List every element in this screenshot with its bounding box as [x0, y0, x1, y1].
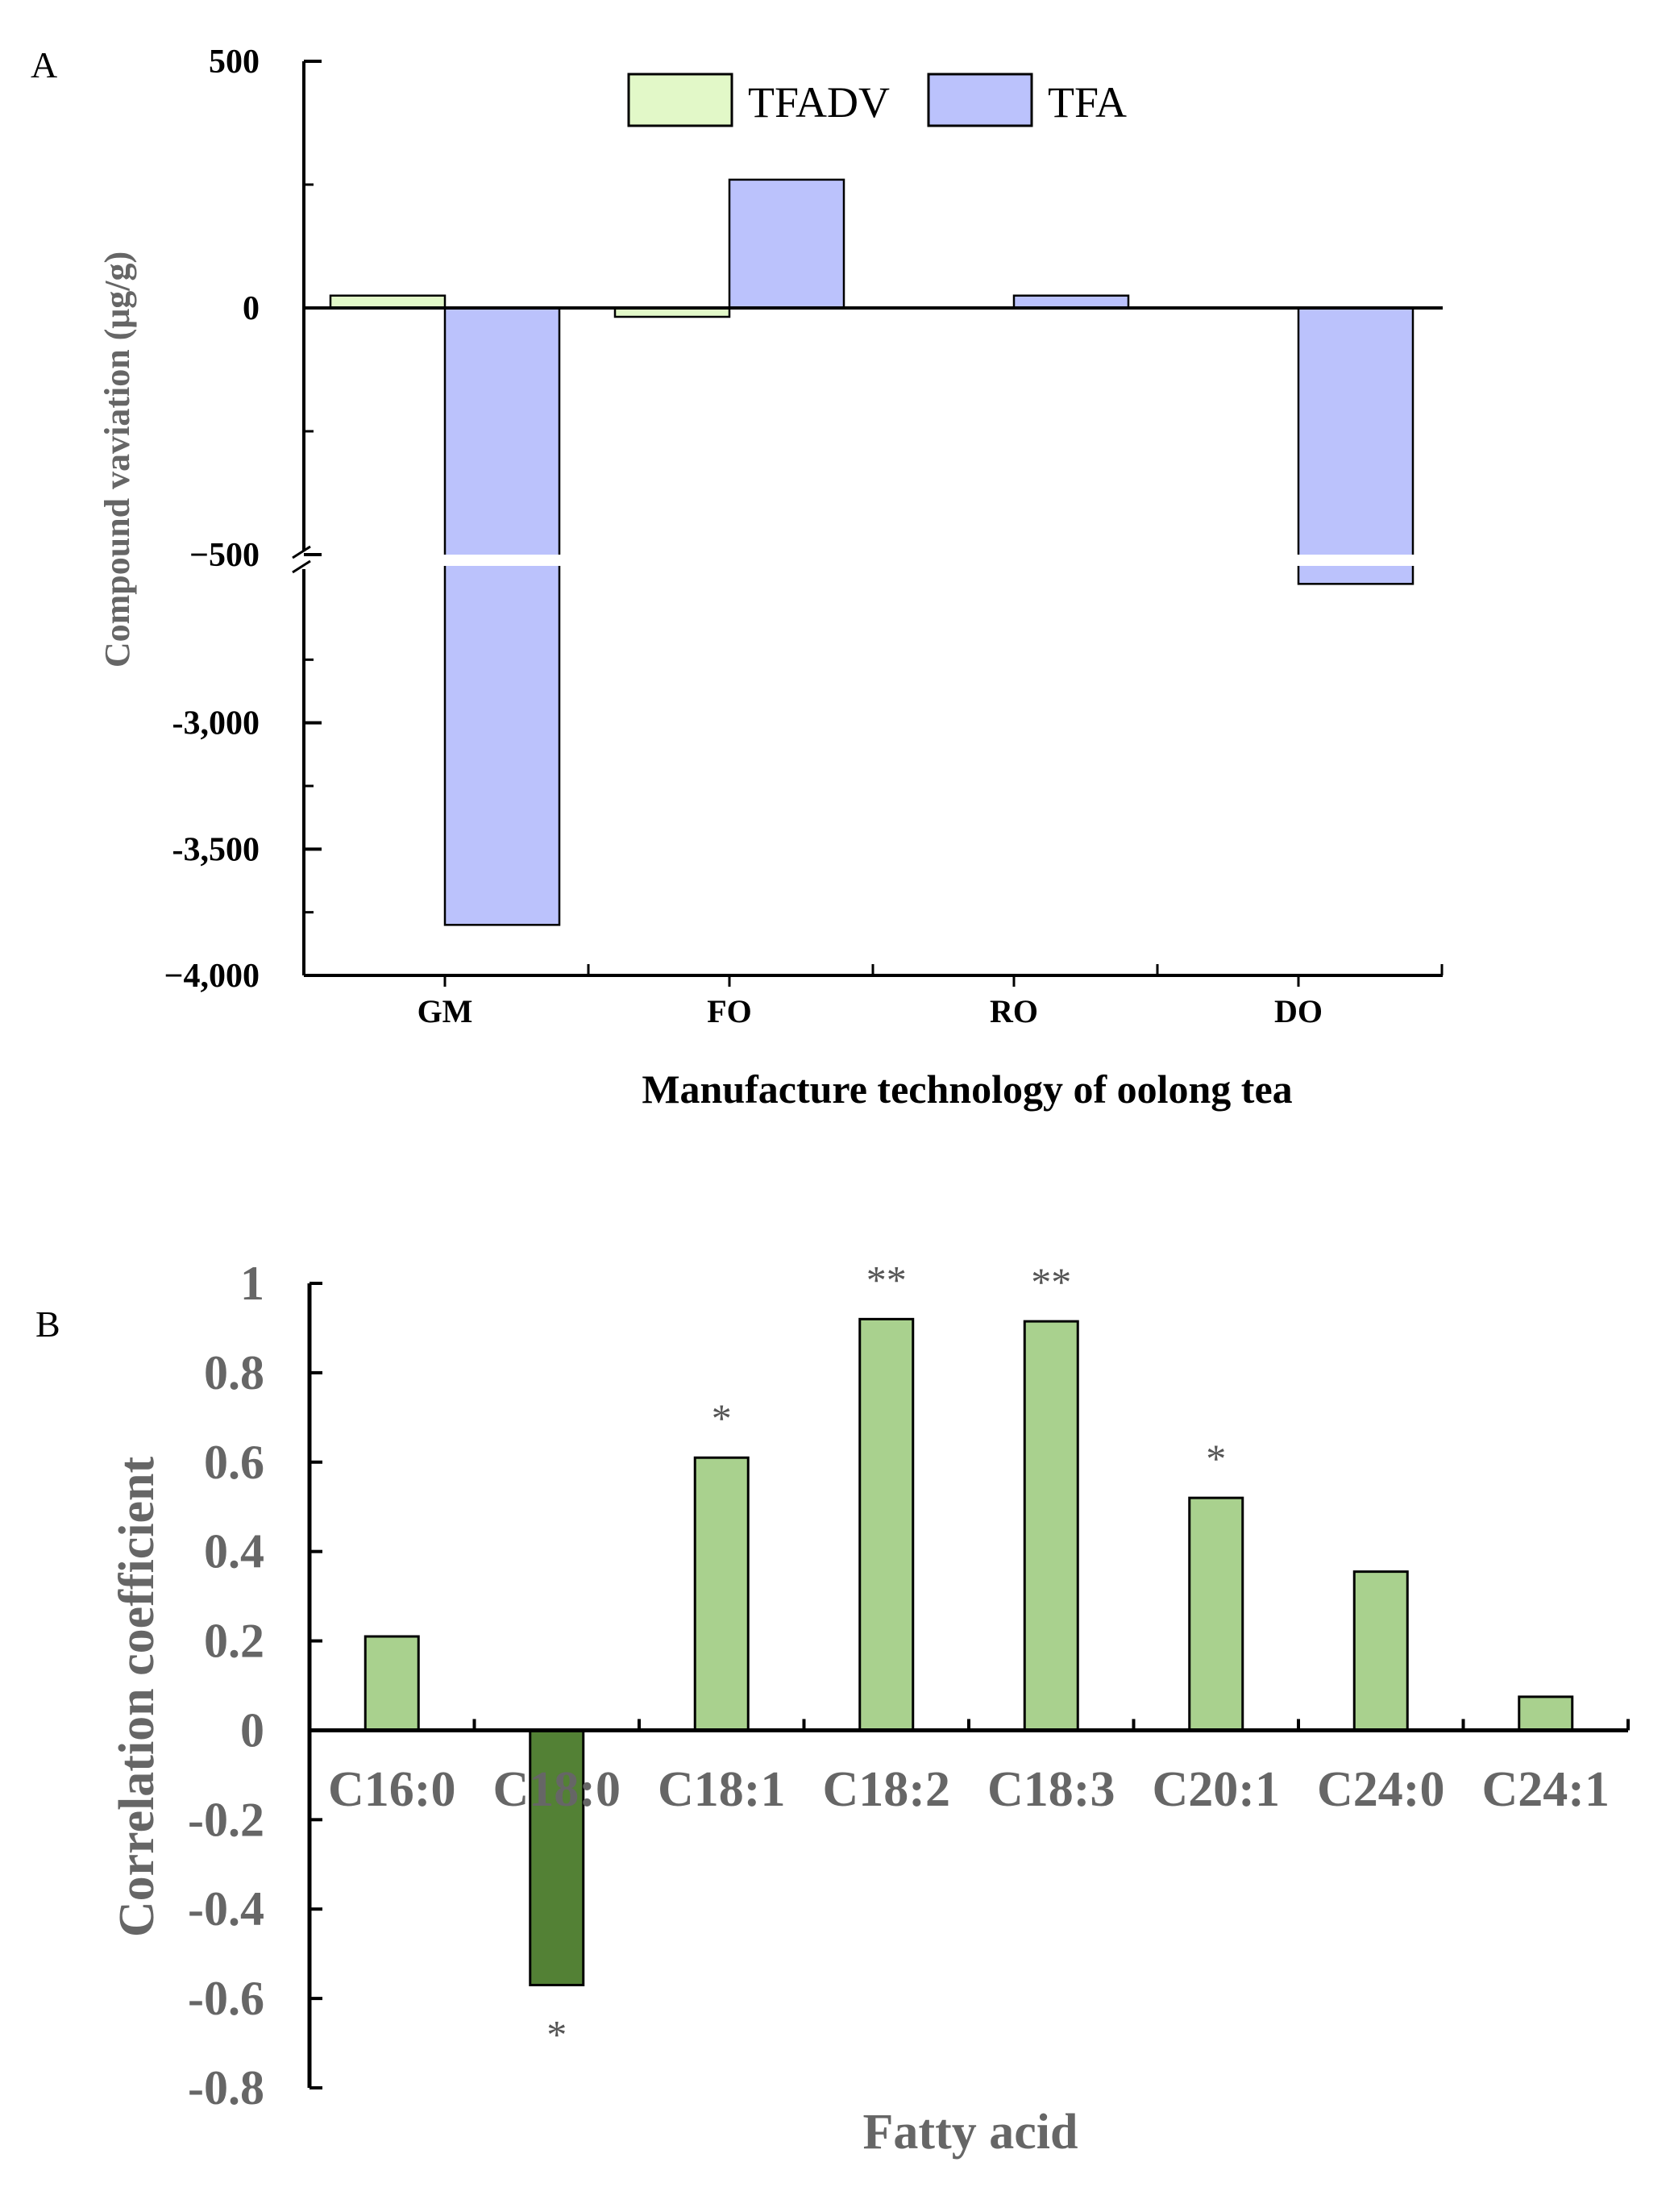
- chart-a: A GM FO RO DO 500 0 −500 -3,000 -3,500 −4,000 TFA…: [31, 44, 1444, 1112]
- bar-tfa-fo: [728, 178, 845, 310]
- significance-label: *: [1206, 1436, 1226, 1481]
- y-axis-break-mark-2: [292, 559, 311, 574]
- bar-tfa-ro: [1012, 294, 1130, 310]
- tick-label-x-c18-3: C18:3: [987, 1762, 1115, 1817]
- tick-label-x-c16-0: C16:0: [328, 1762, 455, 1817]
- tick-label-y: -0.2: [188, 1793, 264, 1846]
- legend-label-tfa: TFA: [1048, 78, 1127, 127]
- bar-c16-0: [363, 1635, 420, 1732]
- significance-label: **: [866, 1257, 907, 1302]
- panel-letter-b: B: [35, 1304, 60, 1345]
- chart-b-xlabel: Fatty acid: [863, 2105, 1078, 2160]
- tick-label-y: −500: [189, 537, 260, 574]
- chart-a-xlabel: Manufacture technology of oolong tea: [642, 1066, 1292, 1112]
- tick-label-y: 1: [240, 1257, 264, 1310]
- tick-label-x-c18-0: C18:0: [493, 1762, 621, 1817]
- tick-label-y: 0.2: [204, 1615, 264, 1668]
- tick-label-x-fo: FO: [707, 993, 752, 1029]
- tick-label-x-do: DO: [1274, 993, 1323, 1029]
- bar-tfa-gm: [443, 306, 561, 926]
- tick-label-y: 0: [243, 290, 260, 327]
- bar-c20-1: [1188, 1496, 1244, 1732]
- chart-a-ylabel: Compound vaviation (μg/g): [98, 252, 137, 667]
- significance-label: *: [546, 2011, 567, 2056]
- bar-c18-1: [693, 1456, 750, 1732]
- bar-tfa-do: [1297, 306, 1415, 585]
- y-axis-break-mark-1: [292, 545, 311, 559]
- tick-label-y: -3,000: [172, 705, 260, 742]
- bar-c18-2: [858, 1317, 915, 1732]
- tick-label-y: 0: [240, 1703, 264, 1757]
- tick-label-y: 0.6: [204, 1436, 264, 1489]
- legend-swatch-tfa: [927, 73, 1033, 127]
- tick-label-y: -0.8: [188, 2061, 264, 2114]
- tick-label-y: -0.6: [188, 1972, 264, 2025]
- chart-b-bars: **** ***: [363, 1257, 1574, 2056]
- tick-label-y: -3,500: [172, 831, 260, 868]
- bar-c24-1: [1518, 1695, 1574, 1732]
- bar-break-gap-gm: [443, 555, 561, 566]
- chart-b-axes: C16:0 C18:0 C18:1 C18:2 C18:3 C20:1 C24:0 C24:1…: [188, 1257, 1630, 2114]
- tick-label-x-c20-1: C20:1: [1153, 1762, 1280, 1817]
- panel-letter-a: A: [31, 44, 57, 85]
- bar-break-gap-do: [1297, 555, 1415, 566]
- significance-label: **: [1031, 1259, 1071, 1304]
- tick-label-x-c24-0: C24:0: [1317, 1762, 1444, 1817]
- tick-label-x-c18-2: C18:2: [823, 1762, 950, 1817]
- bar-c18-0: [529, 1728, 585, 1986]
- tick-label-y: 0.4: [204, 1525, 264, 1578]
- bar-c24-0: [1352, 1570, 1409, 1732]
- bar-tfadv-gm: [329, 294, 447, 310]
- tick-label-x-c24-1: C24:1: [1482, 1762, 1610, 1817]
- bar-c18-3: [1023, 1320, 1079, 1732]
- chart-b: B **** *** C16:0 C18:0 C18:1 C18:2 C18:3 C20:1…: [35, 1257, 1630, 2160]
- legend-label-tfadv: TFADV: [748, 78, 890, 127]
- tick-label-y: 500: [209, 44, 260, 81]
- tick-label-y: −4,000: [164, 958, 260, 995]
- chart-a-legend: TFADV TFA: [627, 73, 1127, 127]
- chart-b-ylabel: Correlation coefficient: [110, 1457, 164, 1938]
- significance-label: *: [712, 1395, 732, 1441]
- tick-label-y: 0.8: [204, 1346, 264, 1399]
- tick-label-x-c18-1: C18:1: [658, 1762, 785, 1817]
- legend-swatch-tfadv: [627, 73, 733, 127]
- tick-label-x-gm: GM: [418, 993, 473, 1029]
- tick-label-y: -0.4: [188, 1882, 264, 1936]
- chart-a-axes: GM FO RO DO 500 0 −500 -3,000 -3,500 −4,000: [164, 44, 1444, 1029]
- chart-a-bars: [329, 178, 1415, 926]
- tick-label-x-ro: RO: [990, 993, 1038, 1029]
